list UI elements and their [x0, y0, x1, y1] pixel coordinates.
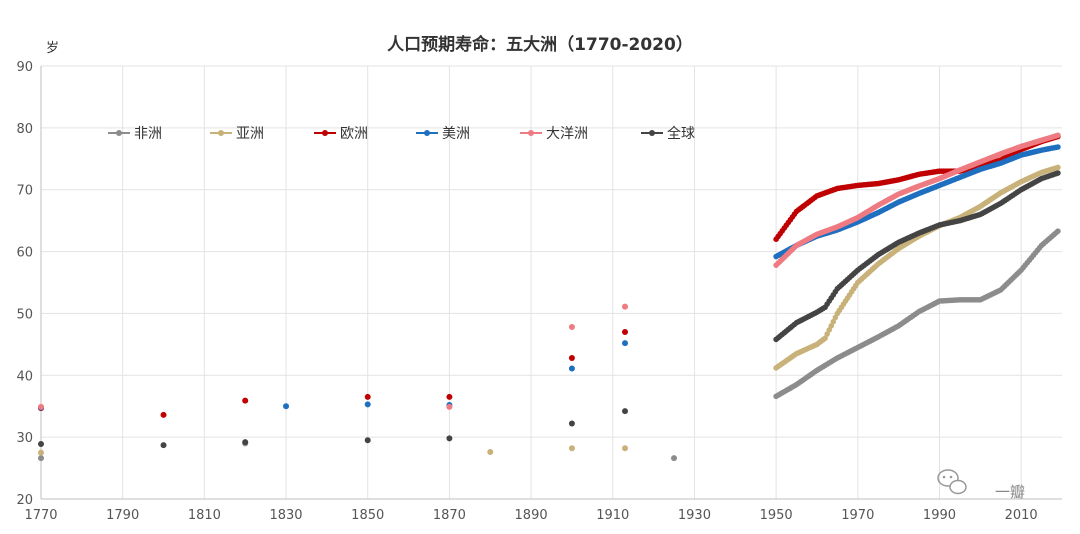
legend-item: 欧洲 — [314, 126, 368, 142]
data-point — [364, 437, 371, 444]
legend-marker — [528, 130, 534, 136]
legend-marker — [116, 130, 122, 136]
data-point — [568, 354, 575, 361]
data-point — [38, 449, 44, 456]
data-point — [446, 393, 453, 400]
wechat-icon — [937, 469, 967, 495]
data-point — [283, 403, 290, 410]
legend-label: 非洲 — [134, 126, 162, 142]
legend-label: 欧洲 — [340, 126, 368, 142]
data-point — [568, 324, 575, 331]
data-point — [622, 303, 629, 310]
data-point — [622, 445, 629, 452]
series-大洋洲 — [38, 132, 1061, 410]
y-tick-label: 30 — [16, 431, 33, 446]
watermark: 一瓣 — [937, 469, 1025, 501]
data-point — [364, 401, 371, 408]
data-point — [160, 442, 167, 449]
legend-marker — [649, 130, 655, 136]
legend-item: 大洋洲 — [520, 126, 588, 142]
legend-label: 亚洲 — [236, 126, 264, 142]
data-point — [242, 439, 249, 446]
legend-label: 大洋洲 — [546, 126, 588, 142]
series-亚洲 — [38, 164, 1061, 456]
data-point — [622, 408, 629, 415]
y-tick-label: 60 — [16, 246, 33, 261]
legend-marker — [424, 130, 430, 136]
series-美洲 — [38, 144, 1061, 411]
x-tick-label: 1770 — [24, 508, 57, 523]
data-point — [487, 448, 494, 455]
x-tick-label: 1870 — [433, 508, 466, 523]
data-points — [38, 132, 1061, 462]
x-tick-label: 2010 — [1005, 508, 1038, 523]
x-tick-label: 1830 — [269, 508, 302, 523]
x-tick-label: 1930 — [678, 508, 711, 523]
legend-item: 非洲 — [108, 126, 162, 142]
data-point — [38, 403, 44, 410]
series-全球 — [38, 170, 1061, 449]
legend: 非洲 亚洲 欧洲 美洲 大洋洲 全球 — [108, 125, 695, 142]
data-point — [1055, 144, 1061, 150]
data-point — [446, 403, 453, 410]
x-tick-label: 1810 — [188, 508, 221, 523]
x-tick-label: 1790 — [106, 508, 139, 523]
y-axis-unit-label: 岁 — [46, 41, 59, 56]
data-point — [38, 440, 44, 447]
y-tick-label: 80 — [16, 122, 33, 137]
data-point — [622, 340, 629, 347]
legend-marker — [218, 130, 224, 136]
x-axis-ticks: 1770 1790 1810 1830 1850 1870 1890 1910 1930 1950… — [24, 508, 1037, 523]
data-point — [160, 411, 167, 418]
y-tick-label: 40 — [16, 369, 33, 384]
data-point — [568, 445, 575, 452]
axes — [40, 66, 1062, 500]
data-point — [1055, 132, 1061, 139]
y-tick-label: 90 — [16, 60, 33, 75]
legend-item: 亚洲 — [210, 126, 264, 142]
watermark-text: 一瓣 — [995, 483, 1025, 501]
data-point — [568, 420, 575, 427]
legend-label: 美洲 — [442, 126, 470, 142]
data-point — [446, 435, 453, 442]
y-tick-label: 50 — [16, 307, 33, 322]
data-point — [1055, 228, 1061, 234]
y-tick-label: 70 — [16, 184, 33, 199]
legend-label: 全球 — [667, 125, 695, 142]
y-tick-label: 20 — [16, 493, 33, 508]
data-point — [671, 455, 678, 462]
x-tick-label: 1990 — [923, 508, 956, 523]
data-point — [568, 365, 575, 372]
data-point — [38, 455, 44, 462]
y-axis-ticks: 20 30 40 50 60 70 80 90 — [16, 60, 33, 508]
x-tick-label: 1890 — [515, 508, 548, 523]
x-tick-label: 1850 — [351, 508, 384, 523]
data-point — [1055, 164, 1061, 171]
x-tick-label: 1970 — [841, 508, 874, 523]
data-point — [622, 328, 629, 335]
legend-item: 全球 — [641, 125, 695, 142]
x-tick-label: 1910 — [596, 508, 629, 523]
chart-title: 人口预期寿命：五大洲（1770-2020） — [387, 34, 693, 55]
legend-marker — [322, 130, 328, 136]
data-point — [364, 393, 371, 400]
series-非洲 — [38, 228, 1061, 462]
x-tick-label: 1950 — [760, 508, 793, 523]
legend-item: 美洲 — [416, 126, 470, 142]
data-point — [242, 397, 249, 404]
data-point — [1055, 170, 1061, 176]
